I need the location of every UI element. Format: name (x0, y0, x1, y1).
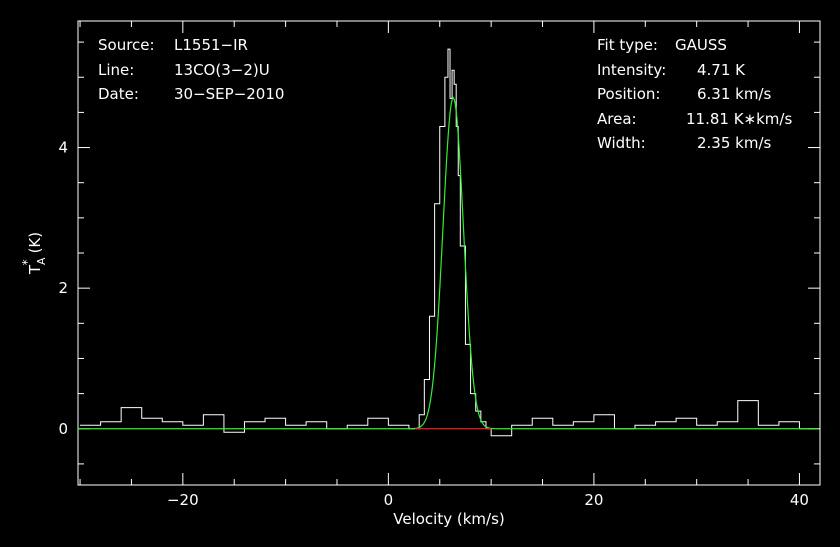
plot-area (78, 48, 821, 437)
y-axis-title: TA* (K) (20, 232, 48, 275)
info-right: Fit type: GAUSS Intensity: 4.71 K Positi… (597, 36, 792, 152)
width-value: 2.35 km/s (697, 134, 772, 152)
line-value: 13CO(3−2)U (174, 61, 270, 79)
line-label: Line: (98, 61, 134, 79)
y-tick-label: 2 (58, 279, 68, 297)
intensity-value: 4.71 K (697, 61, 746, 79)
x-tick-label: −20 (167, 491, 199, 509)
gaussian-fit-line (78, 96, 819, 430)
fit-type-value: GAUSS (675, 36, 727, 54)
source-value: L1551−IR (174, 36, 248, 54)
x-tick-label: 0 (384, 491, 394, 509)
x-tick-label: 20 (584, 491, 603, 509)
spectrum-line (80, 48, 821, 437)
y-axis-title-main: T (26, 264, 44, 275)
source-label: Source: (98, 36, 155, 54)
y-tick-label: 0 (58, 420, 68, 438)
fit-type-label: Fit type: (597, 36, 658, 54)
position-value: 6.31 km/s (697, 85, 772, 103)
intensity-label: Intensity: (597, 61, 666, 79)
x-axis-title: Velocity (km/s) (393, 510, 504, 528)
position-label: Position: (597, 85, 660, 103)
y-axis-title-sub: A (35, 257, 48, 265)
info-left: Source: L1551−IR Line: 13CO(3−2)U Date: … (98, 36, 284, 103)
y-axis-title-unit: (K) (26, 232, 44, 254)
width-label: Width: (597, 134, 646, 152)
area-value: 11.81 K∗km/s (686, 110, 792, 128)
date-value: 30−SEP−2010 (174, 85, 284, 103)
y-axis-title-sup: * (20, 259, 34, 265)
date-label: Date: (98, 85, 139, 103)
svg-text:TA*(K): TA* (K) (20, 232, 48, 275)
area-label: Area: (597, 110, 637, 128)
x-tick-label: 40 (790, 491, 809, 509)
y-tick-label: 4 (58, 139, 68, 157)
x-ticks: −20 0 20 40 (79, 21, 809, 509)
